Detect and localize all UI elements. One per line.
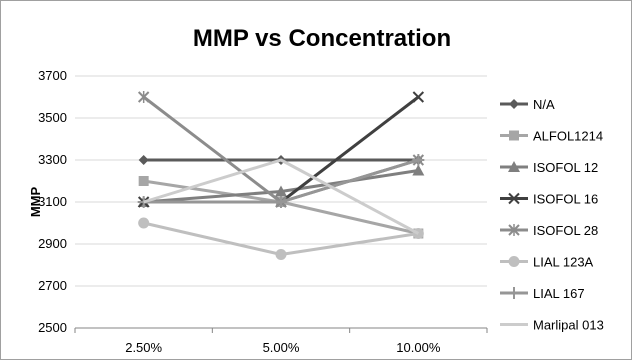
y-tick-label: 3700 — [38, 68, 67, 83]
data-point — [412, 154, 425, 166]
legend-label: ISOFOL 28 — [533, 223, 598, 238]
legend-entry: ISOFOL 28 — [500, 223, 598, 238]
legend-entry: ISOFOL 12 — [500, 160, 598, 175]
legend-entry: LIAL 167 — [500, 286, 585, 301]
legend-label: LIAL 167 — [533, 286, 585, 301]
data-point — [412, 91, 425, 103]
data-point — [275, 249, 287, 260]
legend-entry: ALFOL1214 — [500, 129, 603, 144]
data-point — [275, 185, 287, 197]
legend-entry: N/A — [500, 97, 555, 112]
y-tick-label: 2500 — [38, 320, 67, 335]
legend-label: ISOFOL 16 — [533, 192, 598, 207]
legend-label: LIAL 123A — [533, 255, 594, 270]
series-line — [143, 158, 420, 235]
legend-label: N/A — [533, 97, 555, 112]
data-point — [138, 176, 149, 186]
legend-label: Marlipal 013 — [533, 318, 604, 333]
legend-entry: ISOFOL 16 — [500, 192, 598, 207]
legend-label: ALFOL1214 — [533, 129, 603, 144]
y-tick-label: 2700 — [38, 278, 67, 293]
data-point — [137, 91, 150, 103]
legend-marker — [509, 99, 519, 109]
data-point — [275, 196, 287, 208]
y-tick-label: 2900 — [38, 236, 67, 251]
series-lines — [137, 91, 425, 260]
legend: N/A ALFOL1214 ISOFOL 12 ISOFOL 16 ISOFOL 28 L… — [500, 97, 604, 333]
series-7 — [143, 158, 420, 235]
legend-entry: LIAL 123A — [500, 255, 594, 270]
legend-marker — [508, 256, 520, 267]
axes: 2500 2700 2900 3100 3300 3500 3700 2.50% 5.00% 10… — [38, 68, 488, 355]
legend-marker — [508, 161, 520, 172]
x-tick-label: 5.00% — [263, 340, 300, 355]
legend-marker — [509, 130, 519, 141]
y-tick-label: 3500 — [38, 110, 67, 125]
data-point — [412, 164, 425, 176]
legend-entry: Marlipal 013 — [500, 318, 604, 333]
x-tick-label: 2.50% — [125, 340, 162, 355]
series-5 — [138, 217, 424, 260]
data-point — [138, 217, 150, 229]
legend-marker — [508, 287, 520, 299]
data-point — [138, 155, 149, 165]
y-axis-title: MMP — [28, 187, 43, 218]
y-tick-label: 3300 — [38, 152, 67, 167]
legend-marker — [508, 224, 520, 236]
legend-label: ISOFOL 12 — [533, 160, 598, 175]
legend-marker — [508, 192, 520, 205]
chart-title: MMP vs Concentration — [193, 25, 451, 52]
x-tick-label: 10.00% — [396, 340, 441, 355]
y-tick-label: 3100 — [38, 194, 67, 209]
